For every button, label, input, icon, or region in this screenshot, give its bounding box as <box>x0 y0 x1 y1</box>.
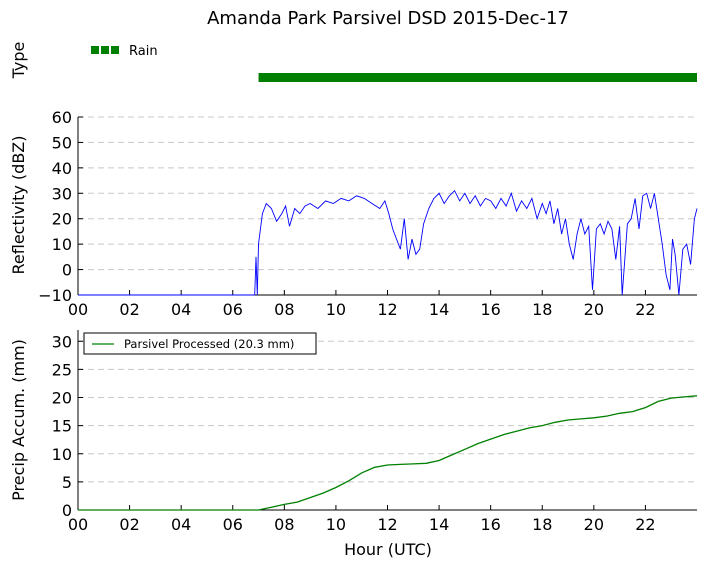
y-tick-label: 50 <box>52 133 72 152</box>
accumulation-legend-box <box>83 332 317 355</box>
y-tick-label: 40 <box>52 159 72 178</box>
y-tick-label: 15 <box>52 417 72 436</box>
x-tick-label: 22 <box>635 515 655 534</box>
x-tick-label: 04 <box>171 300 191 319</box>
reflectivity-ylabel: Reflectivity (dBZ) <box>9 136 28 275</box>
x-tick-label: 22 <box>635 300 655 319</box>
x-tick-label: 06 <box>223 515 243 534</box>
y-tick-label: 0 <box>62 261 72 280</box>
x-tick-label: 16 <box>480 515 500 534</box>
x-tick-label: 18 <box>532 515 552 534</box>
figure-title: Amanda Park Parsivel DSD 2015-Dec-17 <box>207 8 569 29</box>
type-legend-swatch <box>91 46 99 54</box>
x-tick-label: 20 <box>584 515 604 534</box>
y-tick-label: 20 <box>52 389 72 408</box>
x-tick-label: 06 <box>223 300 243 319</box>
accumulation-yticks: 30 25 20 15 10 5 0 <box>52 332 83 520</box>
y-tick-label: 10 <box>52 235 72 254</box>
reflectivity-series-line <box>78 189 698 296</box>
y-tick-label: 30 <box>52 184 72 203</box>
x-tick-label: 14 <box>429 300 449 319</box>
x-tick-label: 16 <box>480 300 500 319</box>
type-legend-swatch <box>101 46 109 54</box>
accumulation-xticks: 00 02 04 06 08 10 12 14 16 18 20 22 <box>68 505 656 534</box>
x-tick-label: 12 <box>377 515 397 534</box>
x-tick-label: 20 <box>584 300 604 319</box>
accumulation-ylabel: Precip Accum. (mm) <box>9 339 28 501</box>
x-tick-label: 10 <box>326 515 346 534</box>
reflectivity-yticks: 60 50 40 30 20 10 0 −10 <box>38 108 83 305</box>
x-tick-label: 00 <box>68 515 88 534</box>
accumulation-legend: Parsivel Processed (20.3 mm) <box>83 332 317 355</box>
y-tick-label: −10 <box>38 286 72 305</box>
y-tick-label: 30 <box>52 332 72 351</box>
y-tick-label: 10 <box>52 445 72 464</box>
accumulation-xlabel: Hour (UTC) <box>344 540 432 559</box>
x-tick-label: 08 <box>274 515 294 534</box>
type-legend-label: Rain <box>129 44 158 59</box>
x-tick-label: 02 <box>119 300 139 319</box>
x-tick-label: 00 <box>68 300 88 319</box>
reflectivity-panel: 60 50 40 30 20 10 0 −10 00 02 04 06 08 10 12 14 16 18 20 2… <box>9 108 698 319</box>
type-legend-swatch <box>111 46 119 54</box>
type-bar-rain <box>258 73 697 82</box>
type-panel: Type Rain <box>9 42 697 82</box>
y-tick-label: 60 <box>52 108 72 127</box>
x-tick-label: 12 <box>377 300 397 319</box>
type-legend: Rain <box>91 44 158 59</box>
type-ylabel: Type <box>9 42 28 80</box>
reflectivity-xticks: 00 02 04 06 08 10 12 14 16 18 20 22 <box>68 290 656 319</box>
x-tick-label: 02 <box>119 515 139 534</box>
accumulation-grid <box>78 340 697 483</box>
y-tick-label: 0 <box>62 501 72 520</box>
x-tick-label: 04 <box>171 515 191 534</box>
accumulation-panel: 30 25 20 15 10 5 0 00 02 04 06 08 10 12 14 16 18 20 22 Pa… <box>9 330 698 559</box>
y-tick-label: 20 <box>52 210 72 229</box>
x-tick-label: 08 <box>274 300 294 319</box>
accumulation-series-line <box>78 395 698 511</box>
x-tick-label: 18 <box>532 300 552 319</box>
x-tick-label: 14 <box>429 515 449 534</box>
type-bars <box>258 73 697 82</box>
reflectivity-grid <box>78 116 697 271</box>
y-tick-label: 25 <box>52 360 72 379</box>
y-tick-label: 5 <box>62 473 72 492</box>
accumulation-legend-label: Parsivel Processed (20.3 mm) <box>124 337 294 351</box>
x-tick-label: 10 <box>326 300 346 319</box>
